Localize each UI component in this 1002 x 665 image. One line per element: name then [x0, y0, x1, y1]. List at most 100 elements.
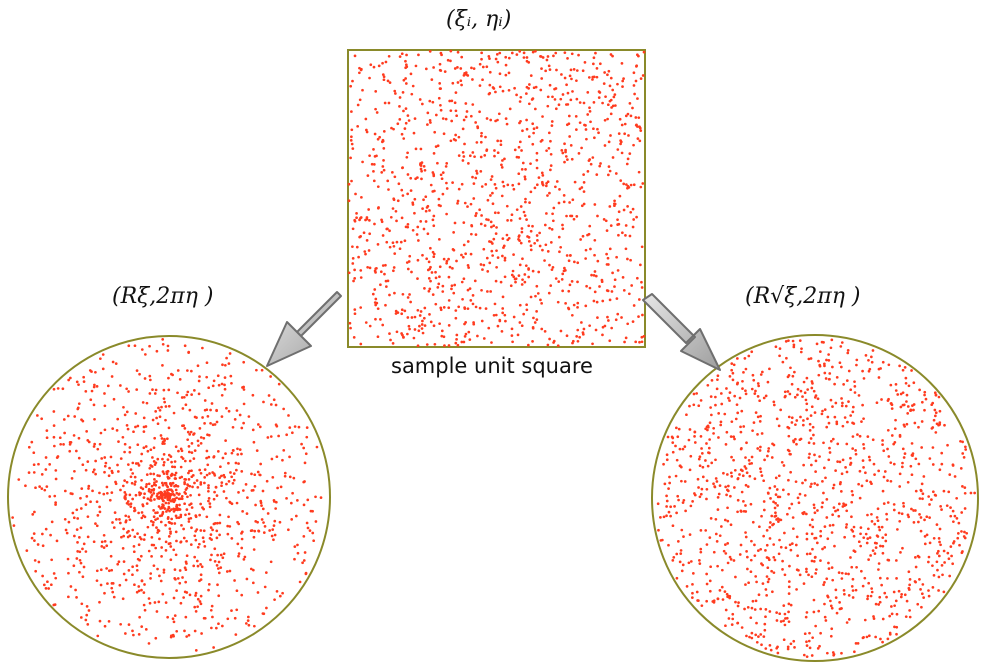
square-sample-point [565, 214, 568, 218]
sqrt-radius-sample-point [807, 573, 810, 577]
linear-radius-sample-point [140, 516, 144, 520]
linear-radius-sample-point [220, 474, 223, 478]
sqrt-radius-sample-point [810, 405, 814, 409]
square-sample-point [419, 310, 423, 313]
linear-radius-sample-point [178, 492, 181, 496]
square-sample-point [525, 59, 529, 63]
square-sample-point [398, 104, 401, 108]
linear-radius-sample-point [242, 385, 245, 389]
linear-radius-sample-point [259, 462, 262, 466]
linear-radius-sample-point [230, 381, 233, 385]
linear-radius-sample-point [173, 473, 177, 477]
square-sample-point [497, 211, 500, 215]
linear-radius-sample-point [128, 493, 132, 497]
square-sample-point [355, 245, 359, 249]
sqrt-radius-sample-point [894, 599, 898, 603]
square-sample-point [603, 324, 607, 328]
sqrt-radius-sample-point [768, 537, 772, 540]
sqrt-radius-sample-point [849, 461, 853, 465]
linear-radius-sample-point [188, 459, 192, 463]
sqrt-radius-sample-point [730, 623, 734, 627]
sqrt-radius-sample-point [695, 590, 699, 594]
linear-radius-sample-point [174, 445, 178, 449]
square-sample-point [632, 71, 636, 75]
square-sample-point [616, 218, 619, 222]
square-sample-point [438, 237, 441, 241]
linear-radius-sample-point [177, 516, 181, 520]
sqrt-radius-sample-point [892, 442, 896, 446]
sqrt-radius-sample-point [728, 596, 732, 600]
sqrt-radius-sample-point [914, 489, 918, 493]
sqrt-radius-sample-point [715, 540, 719, 543]
linear-radius-sample-point [100, 540, 104, 544]
linear-radius-sample-point [233, 616, 237, 620]
sqrt-radius-sample-point [762, 508, 766, 512]
sqrt-radius-sample-point [827, 421, 831, 425]
linear-radius-sample-point [79, 496, 82, 500]
square-sample-point [393, 175, 397, 179]
square-sample-point [432, 152, 436, 155]
sqrt-radius-sample-point [942, 489, 946, 493]
square-sample-point [349, 156, 352, 160]
sqrt-radius-sample-point [863, 618, 867, 622]
sqrt-radius-sample-point [736, 498, 740, 502]
linear-radius-sample-point [214, 485, 218, 489]
square-sample-point [464, 332, 468, 336]
sqrt-radius-sample-point [742, 425, 746, 428]
square-sample-point [398, 55, 402, 59]
square-sample-point [535, 151, 539, 155]
sqrt-radius-sample-point [744, 535, 748, 539]
sqrt-radius-sample-point [699, 492, 703, 496]
sqrt-radius-sample-point [855, 358, 859, 362]
sqrt-radius-sample-point [706, 464, 710, 468]
sqrt-radius-sample-point [715, 480, 719, 483]
linear-radius-sample-point [44, 468, 48, 471]
sqrt-radius-sample-point [759, 414, 762, 418]
linear-radius-sample-point [252, 568, 255, 572]
square-sample-point [598, 285, 601, 288]
square-sample-point [503, 157, 506, 161]
unit-square [347, 49, 646, 348]
linear-radius-sample-point [212, 379, 216, 383]
square-sample-point [455, 114, 458, 118]
sqrt-radius-sample-point [770, 569, 773, 573]
sqrt-radius-sample-point [850, 515, 853, 519]
linear-radius-sample-point [158, 574, 161, 578]
linear-radius-sample-point [230, 475, 234, 479]
square-sample-point [561, 272, 565, 276]
linear-radius-sample-point [154, 410, 158, 413]
square-sample-point [368, 324, 372, 328]
sqrt-radius-sample-point [751, 373, 755, 377]
sqrt-radius-sample-point [851, 435, 855, 438]
linear-radius-sample-point [220, 481, 224, 484]
linear-radius-sample-point [95, 385, 99, 388]
sqrt-radius-sample-point [769, 648, 773, 652]
linear-radius-sample-point [82, 375, 85, 379]
square-sample-point [386, 79, 390, 83]
square-sample-points [347, 49, 646, 348]
linear-radius-sample-point [120, 535, 123, 539]
square-sample-point [456, 50, 460, 54]
sqrt-radius-sample-point [792, 527, 795, 531]
linear-radius-sample-point [213, 547, 217, 551]
linear-radius-sample-point [246, 496, 249, 499]
sqrt-radius-sample-point [787, 339, 790, 343]
square-sample-point [523, 280, 527, 284]
sqrt-radius-sample-point [798, 438, 802, 442]
square-sample-point [392, 127, 395, 131]
linear-radius-sample-point [104, 461, 108, 465]
square-sample-point [416, 308, 420, 312]
sqrt-radius-sample-point [847, 618, 851, 621]
square-sample-point [441, 171, 445, 174]
linear-radius-sample-point [164, 501, 168, 505]
square-sample-point [614, 104, 617, 107]
sqrt-radius-sample-point [778, 538, 781, 542]
square-sample-point [571, 198, 575, 202]
linear-radius-sample-point [296, 543, 299, 547]
square-sample-point [602, 218, 606, 221]
square-sample-point [559, 245, 563, 249]
square-sample-point [419, 167, 423, 171]
square-sample-point [510, 327, 514, 331]
sqrt-radius-sample-point [864, 354, 868, 357]
linear-radius-sample-point [205, 361, 209, 365]
